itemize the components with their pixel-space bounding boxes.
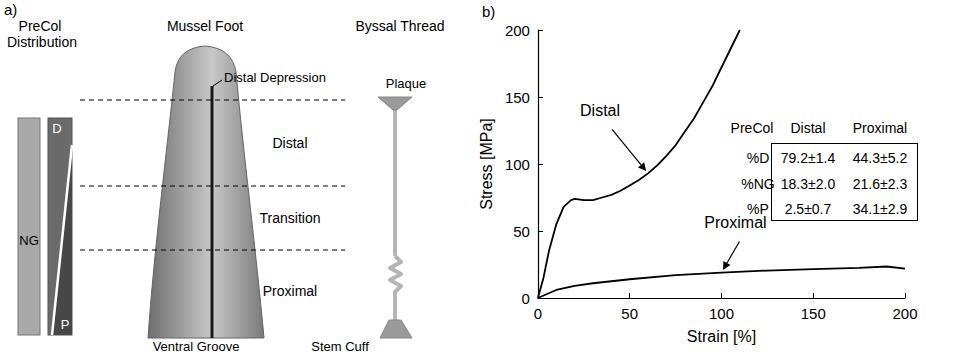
html-text:%D: %D bbox=[746, 150, 770, 166]
html-text:21.6±2.3: 21.6±2.3 bbox=[852, 176, 908, 192]
svg-text:Proximal: Proximal bbox=[704, 214, 766, 231]
svg-text:50: 50 bbox=[513, 223, 530, 240]
svg-text:D: D bbox=[52, 121, 61, 136]
svg-text:0: 0 bbox=[522, 290, 530, 307]
svg-text:b): b) bbox=[482, 3, 495, 20]
html-text:Distal: Distal bbox=[790, 120, 826, 136]
svg-text:Stress [MPa]: Stress [MPa] bbox=[478, 118, 495, 210]
html-text:%P: %P bbox=[747, 201, 769, 217]
svg-text:Distribution: Distribution bbox=[7, 34, 77, 50]
svg-text:NG: NG bbox=[19, 233, 39, 248]
svg-text:150: 150 bbox=[505, 89, 530, 106]
svg-text:Distal: Distal bbox=[272, 135, 307, 151]
svg-text:Distal Depression: Distal Depression bbox=[224, 70, 326, 85]
svg-text:150: 150 bbox=[801, 305, 826, 322]
html-text:Proximal: Proximal bbox=[852, 120, 908, 136]
svg-text:Byssal Thread: Byssal Thread bbox=[355, 18, 444, 34]
html-text:79.2±1.4: 79.2±1.4 bbox=[780, 150, 836, 166]
svg-text:Transition: Transition bbox=[260, 210, 321, 226]
svg-text:Strain [%]: Strain [%] bbox=[687, 328, 756, 345]
svg-text:P: P bbox=[61, 317, 70, 332]
svg-text:100: 100 bbox=[505, 156, 530, 173]
svg-text:Distal: Distal bbox=[580, 102, 620, 119]
svg-text:PreCol: PreCol bbox=[19, 18, 62, 34]
html-text:%NG 18.3±2.0: %NG 18.3±2.0 bbox=[741, 176, 836, 192]
svg-text:200: 200 bbox=[892, 305, 917, 322]
svg-text:Mussel Foot: Mussel Foot bbox=[167, 18, 243, 34]
svg-text:50: 50 bbox=[621, 305, 638, 322]
svg-text:Ventral Groove: Ventral Groove bbox=[153, 339, 240, 354]
svg-text:0: 0 bbox=[534, 305, 542, 322]
svg-text:Plaque: Plaque bbox=[386, 76, 426, 91]
svg-text:100: 100 bbox=[709, 305, 734, 322]
svg-text:Proximal: Proximal bbox=[263, 283, 317, 299]
svg-text:Stem Cuff: Stem Cuff bbox=[311, 339, 369, 354]
html-text:2.5±0.7: 2.5±0.7 bbox=[784, 201, 832, 217]
svg-text:a): a) bbox=[4, 1, 17, 18]
svg-text:200: 200 bbox=[505, 22, 530, 39]
html-text:34.1±2.9: 34.1±2.9 bbox=[852, 201, 908, 217]
html-text:PreCol: PreCol bbox=[730, 120, 774, 136]
html-text:44.3±5.2: 44.3±5.2 bbox=[852, 150, 908, 166]
